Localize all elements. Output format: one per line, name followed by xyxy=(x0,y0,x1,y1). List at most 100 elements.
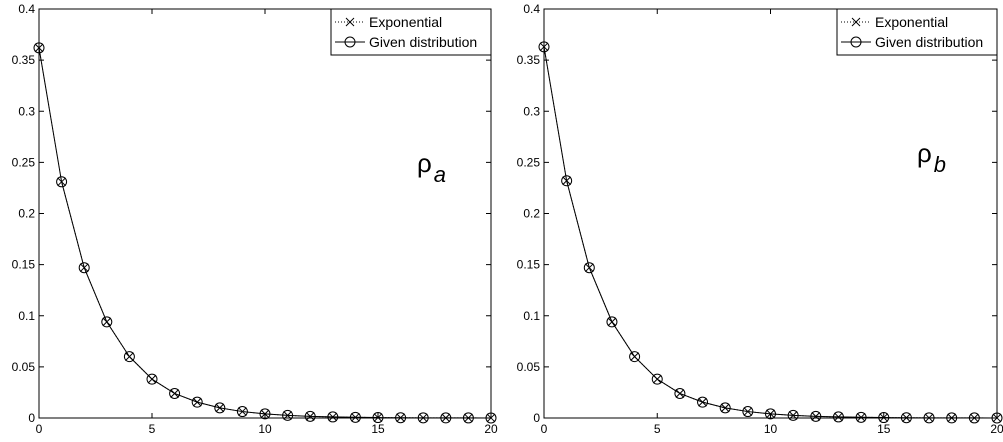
x-marker xyxy=(464,413,473,423)
x-marker xyxy=(652,374,662,384)
chart-panel-2: 0 0.05 0.1 0.15 0.2 0.25 0.3 0.35 0.4 0 5 10 15 20 Exp… xyxy=(517,2,1003,436)
x-marker xyxy=(102,317,112,327)
circle-marker xyxy=(900,412,912,424)
panel-annotation: ρa xyxy=(417,148,446,187)
x-marker xyxy=(992,413,1002,423)
x-marker-stroke xyxy=(441,413,451,423)
x-tick-label: 0 xyxy=(36,422,43,436)
x-marker-stroke xyxy=(125,352,134,362)
panel-annotation: ρb xyxy=(917,138,946,177)
legend-circle-marker xyxy=(850,36,862,48)
annotation-rho: ρ xyxy=(917,138,932,168)
circle-marker xyxy=(538,41,550,53)
x-marker xyxy=(328,412,338,422)
circle-marker xyxy=(651,373,663,385)
y-tick-label: 0.4 xyxy=(523,2,540,16)
y-tick-label: 0.1 xyxy=(523,309,540,323)
x-marker-stroke xyxy=(675,389,685,398)
plot-area xyxy=(543,8,998,419)
x-marker-stroke xyxy=(260,409,270,419)
circle-marker xyxy=(923,412,935,424)
x-marker-stroke xyxy=(720,403,730,413)
x-marker-stroke xyxy=(788,410,798,420)
y-tick-label: 0.05 xyxy=(12,360,36,374)
x-marker xyxy=(260,409,270,419)
y-tick-label: 0.15 xyxy=(12,258,36,272)
circle-marker xyxy=(259,408,271,420)
x-marker xyxy=(351,412,360,422)
x-marker-stroke xyxy=(743,407,753,416)
x-marker xyxy=(698,397,707,407)
x-marker xyxy=(834,412,843,422)
x-marker xyxy=(283,410,292,420)
x-tick-label: 10 xyxy=(258,422,272,436)
chart-panel-1: 0 0.05 0.1 0.15 0.2 0.25 0.3 0.35 0.4 0 5 10 15 20 Exp… xyxy=(12,2,498,436)
x-marker-stroke xyxy=(992,413,1002,423)
y-tick-label: 0.35 xyxy=(517,53,541,67)
x-marker-stroke xyxy=(192,397,202,407)
x-marker xyxy=(192,397,202,407)
annotation-subscript: b xyxy=(934,152,946,177)
circle-marker xyxy=(855,411,867,423)
circle-marker xyxy=(719,402,731,414)
circle-marker xyxy=(395,412,407,424)
x-marker xyxy=(902,413,911,423)
x-marker xyxy=(34,43,44,53)
x-marker xyxy=(373,413,383,422)
x-marker xyxy=(607,317,617,327)
x-marker-stroke xyxy=(698,397,707,407)
x-tick-label: 15 xyxy=(877,422,891,436)
legend-circle-marker xyxy=(344,36,356,48)
x-tick-label: 15 xyxy=(371,422,385,436)
circle-marker xyxy=(236,406,248,418)
x-tick-label: 20 xyxy=(484,422,498,436)
x-marker-stroke xyxy=(328,412,338,422)
x-marker-stroke xyxy=(351,412,360,422)
circle-marker xyxy=(629,351,641,363)
x-marker-stroke xyxy=(283,410,292,420)
x-marker-stroke xyxy=(539,42,549,52)
y-tick-label: 0.25 xyxy=(517,155,541,169)
circle-marker xyxy=(146,373,158,385)
legend-label: Given distribution xyxy=(875,34,983,50)
x-marker-stroke xyxy=(834,412,843,422)
circle-marker xyxy=(349,411,361,423)
x-marker xyxy=(879,413,889,422)
x-marker-stroke xyxy=(856,412,866,422)
y-tick-label: 0 xyxy=(28,411,35,425)
x-marker xyxy=(170,389,179,398)
legend-label: Exponential xyxy=(369,14,442,30)
x-marker xyxy=(441,413,451,423)
legend-label: Given distribution xyxy=(369,34,477,50)
x-marker xyxy=(418,413,428,423)
x-marker xyxy=(584,263,594,273)
circle-marker xyxy=(169,387,181,399)
x-marker-stroke xyxy=(418,413,428,423)
circle-marker xyxy=(123,351,135,363)
annotation-rho: ρ xyxy=(417,148,432,178)
x-marker-stroke xyxy=(238,407,247,416)
circle-marker xyxy=(101,316,113,328)
circle-marker xyxy=(372,412,384,424)
x-marker xyxy=(969,413,979,423)
circle-marker xyxy=(742,406,754,418)
x-marker-stroke xyxy=(79,263,89,273)
x-marker-stroke xyxy=(373,413,383,422)
x-marker xyxy=(305,412,315,421)
x-marker-stroke xyxy=(902,413,911,423)
x-marker-stroke xyxy=(630,352,639,362)
circle-marker xyxy=(674,387,686,399)
circle-marker xyxy=(462,412,474,424)
x-marker-stroke xyxy=(305,412,315,421)
x-marker-stroke xyxy=(607,317,617,327)
x-marker-stroke xyxy=(562,176,572,186)
x-marker xyxy=(856,412,866,422)
x-marker-stroke xyxy=(584,263,594,273)
circle-marker xyxy=(485,412,497,424)
circle-marker xyxy=(832,411,844,423)
y-tick-label: 0.3 xyxy=(18,104,35,118)
x-marker xyxy=(215,403,225,413)
x-marker-stroke xyxy=(766,409,775,419)
legend: Exponential Given distribution xyxy=(330,8,492,56)
plot-area xyxy=(38,8,492,419)
